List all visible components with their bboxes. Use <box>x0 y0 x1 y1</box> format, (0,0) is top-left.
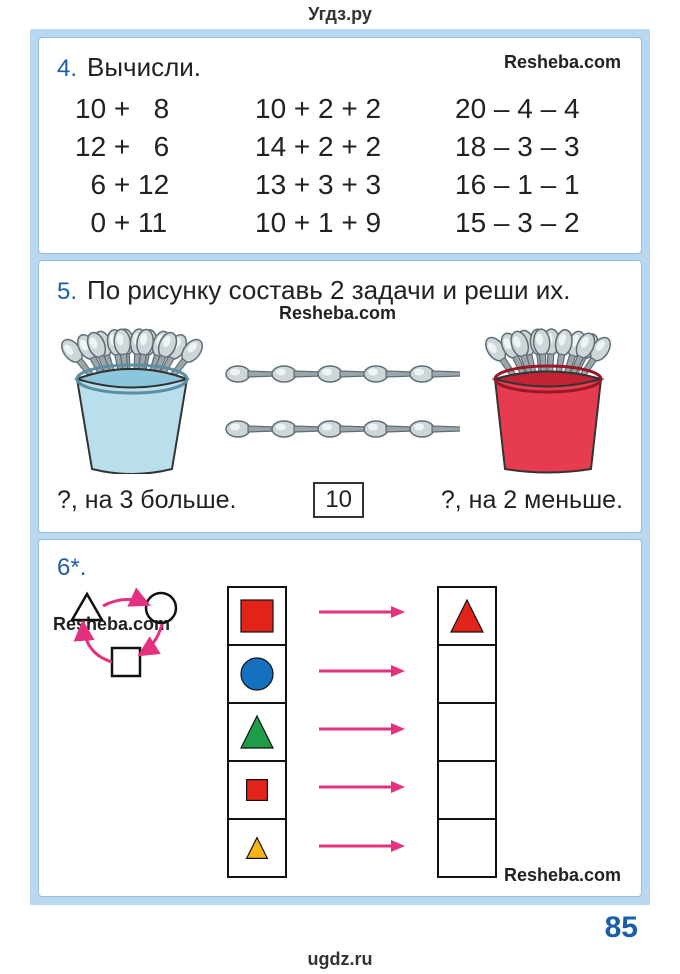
expr: 13 + 3 + 3 <box>255 169 445 201</box>
map-arrow-icon <box>317 835 407 863</box>
task-number: 6*. <box>57 554 86 582</box>
map-arrow-icon <box>317 601 407 629</box>
expr: 6 + 12 <box>75 169 245 201</box>
task-number: 5. <box>57 278 77 306</box>
map-arrow-icon <box>317 718 407 746</box>
map-arrow-icon <box>317 660 407 688</box>
page-number: 85 <box>0 911 638 945</box>
target-cell <box>437 702 497 762</box>
task-number: 4. <box>57 55 77 83</box>
source-cell <box>227 586 287 646</box>
key-diagram-icon <box>57 586 197 696</box>
target-cell <box>437 818 497 878</box>
task-title: По рисунку составь 2 задачи и реши их. <box>87 275 570 306</box>
target-cell <box>437 760 497 820</box>
expr: 10 + 1 + 9 <box>255 207 445 239</box>
watermark: Resheba.com <box>504 52 621 73</box>
watermark: Resheba.com <box>504 865 621 886</box>
expr: 10 + 2 + 2 <box>255 93 445 125</box>
caption-right: ?, на 2 меньше. <box>441 486 623 515</box>
source-cell <box>227 760 287 820</box>
map-arrow-icon <box>317 776 407 804</box>
site-header: Угдз.ру <box>0 0 680 29</box>
captions-row: ?, на 3 больше. 10 ?, на 2 меньше. <box>57 482 623 518</box>
target-cell <box>437 644 497 704</box>
cup-right-icon <box>473 324 623 474</box>
problem-4: Resheba.com 4. Вычисли. 10 + 8 10 + 2 + … <box>38 37 642 254</box>
source-column <box>227 586 287 878</box>
expr: 20 – 4 – 4 <box>455 93 625 125</box>
target-column <box>437 586 497 878</box>
task-title: Вычисли. <box>87 52 201 83</box>
illustration-row <box>57 314 623 474</box>
calc-grid: 10 + 8 10 + 2 + 2 20 – 4 – 4 12 + 6 14 +… <box>75 93 623 239</box>
source-cell <box>227 818 287 878</box>
problem-6: 6*. Resheba.com Resheba.com <box>38 539 642 897</box>
transformation-key <box>57 586 197 703</box>
cup-left-icon <box>57 324 207 474</box>
arrows-column <box>317 586 407 878</box>
expr: 15 – 3 – 2 <box>455 207 625 239</box>
expr: 12 + 6 <box>75 131 245 163</box>
spoons-grid-icon <box>220 334 460 474</box>
site-footer: ugdz.ru <box>0 945 680 974</box>
source-cell <box>227 644 287 704</box>
problem-5: 5. По рисунку составь 2 задачи и реши их… <box>38 260 642 533</box>
page-frame: Resheba.com 4. Вычисли. 10 + 8 10 + 2 + … <box>30 29 650 905</box>
expr: 16 – 1 – 1 <box>455 169 625 201</box>
expr: 0 + 11 <box>75 207 245 239</box>
source-cell <box>227 702 287 762</box>
expr: 10 + 8 <box>75 93 245 125</box>
caption-mid-box: 10 <box>313 482 364 518</box>
expr: 18 – 3 – 3 <box>455 131 625 163</box>
expr: 14 + 2 + 2 <box>255 131 445 163</box>
watermark: Resheba.com <box>279 303 396 324</box>
caption-left: ?, на 3 больше. <box>57 486 237 515</box>
target-cell <box>437 586 497 646</box>
